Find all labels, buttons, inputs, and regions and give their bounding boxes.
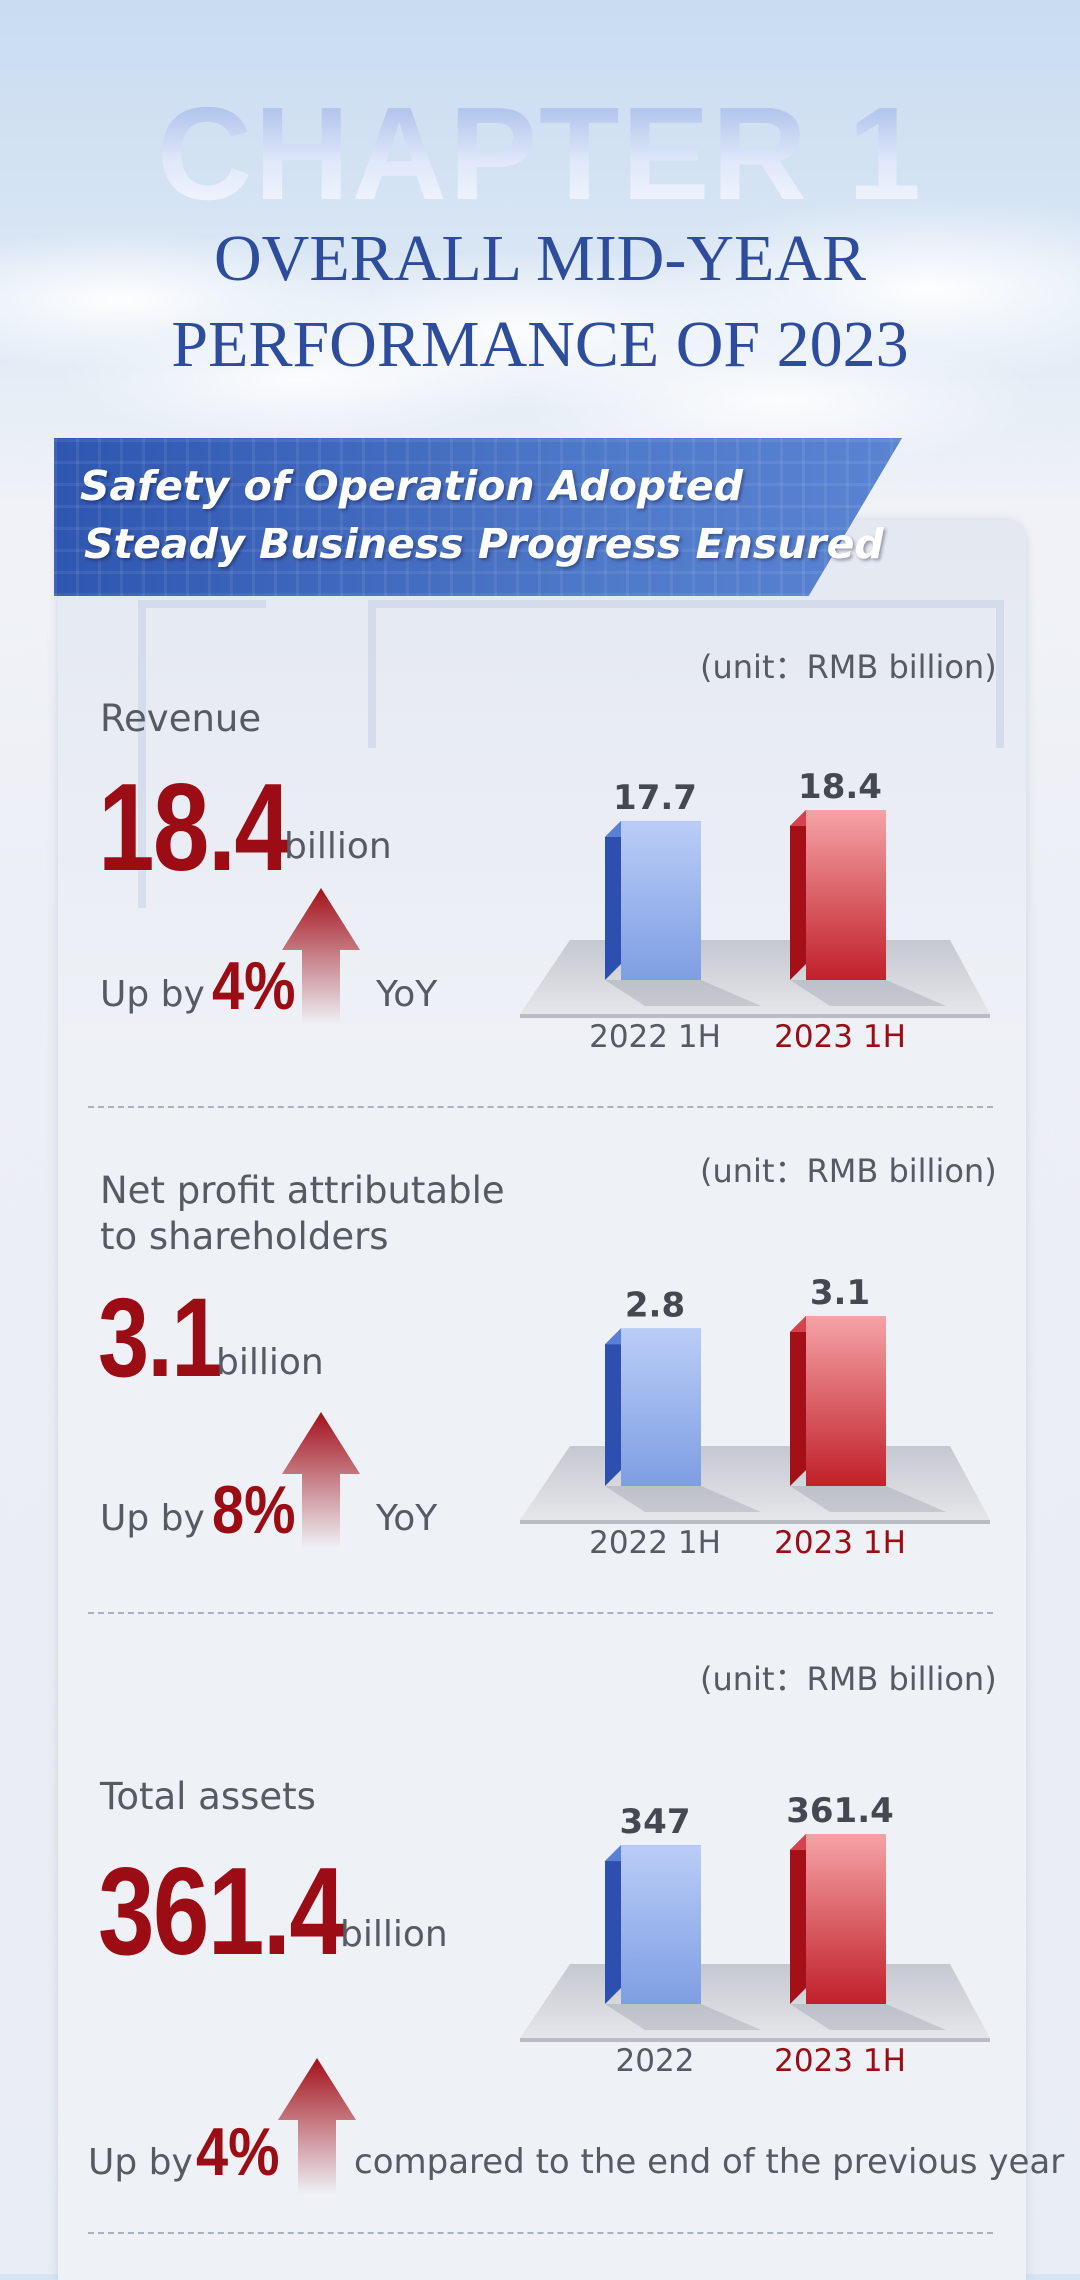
net-profit-bar-chart: 2.8 2022 1H 3.1 2023 1H [520,1273,990,1561]
revenue-bar-chart: 17.7 2022 1H 18.4 2023 1H [520,767,990,1055]
sky-background [0,0,1080,520]
section-divider [88,1106,993,1108]
section-divider [88,2232,993,2234]
bar-value-label: 361.4 [786,1791,894,1831]
change-percent: 4% [196,2114,280,2190]
category-label: 2023 1H [774,1019,906,1055]
metric-label-line-2: to shareholders [100,1215,389,1259]
unit-note: (unit：RMB billion) [700,648,997,686]
metric-label-revenue: Revenue [100,697,262,740]
panel-decoration [368,600,1004,748]
bar-value-label: 17.7 [613,778,697,818]
metric-value-net-profit: 3.1 [98,1275,222,1400]
panel-decoration [138,600,266,908]
bar-side [790,1834,806,2004]
metric-label-total-assets: Total assets [100,1775,316,1818]
bar-2022-1h [621,821,701,980]
bar-shadow [790,1486,946,1512]
chart-platform-edge [520,1520,990,1524]
bar-shadow [605,1486,761,1512]
change-percent: 4% [212,948,296,1024]
metric-value-revenue: 18.4 [98,759,291,897]
change-prefix: Up by [100,1498,205,1539]
bar-2022 [621,1845,701,2004]
section-divider [88,1612,993,1614]
change-prefix: Up by [88,2142,193,2183]
banner-pattern [54,438,902,596]
unit-note: (unit：RMB billion) [700,1152,997,1190]
bar-2022-1h [621,1328,701,1486]
bar-side [605,1328,621,1486]
chapter-heading: CHAPTER 1 [0,88,1080,220]
category-label: 2022 1H [589,1019,721,1055]
bar-shadow [605,980,761,1006]
bar-value-label: 347 [620,1802,691,1842]
bar-value-label: 3.1 [810,1273,870,1313]
up-arrow-icon [282,888,360,1024]
bar-side [605,821,621,980]
up-arrow-icon [282,1412,360,1548]
title-line-2: PERFORMANCE OF 2023 [171,308,909,381]
bar-side [790,810,806,980]
category-label: 2023 1H [774,2043,906,2079]
metric-unit: billion [284,826,392,867]
banner [54,438,902,596]
bar-2023-1h [806,1316,886,1486]
total-assets-bar-chart: 347 2022 361.4 2023 1H [520,1791,990,2079]
banner-line-1: Safety of Operation Adopted [80,462,743,510]
bar-shadow [605,2004,761,2030]
bar-shadow [790,980,946,1006]
chart-platform-edge [520,1014,990,1018]
banner-line-2: Steady Business Progress Ensured [84,520,884,568]
metric-unit: billion [216,1342,324,1383]
chart-platform-edge [520,2038,990,2042]
bar-side [790,1316,806,1486]
category-label: 2022 [616,2043,695,2079]
title-line-1: OVERALL MID-YEAR [214,222,866,295]
change-suffix: YoY [376,974,438,1015]
bar-2023-1h [806,1834,886,2004]
metric-label-net-profit: Net profit attributable to shareholders [100,1168,505,1261]
unit-note: (unit：RMB billion) [700,1660,997,1698]
metric-unit: billion [340,1914,448,1955]
change-suffix: compared to the end of the previous year [354,2142,1065,2182]
metric-value-total-assets: 361.4 [98,1843,346,1981]
change-prefix: Up by [100,974,205,1015]
metric-label-line-1: Net profit attributable [100,1169,505,1212]
category-label: 2022 1H [589,1525,721,1561]
bar-shadow [790,2004,946,2030]
bar-2023-1h [806,810,886,980]
change-percent: 8% [212,1472,296,1548]
change-suffix: YoY [376,1498,438,1539]
bar-value-label: 2.8 [625,1285,685,1325]
bar-side [605,1845,621,2004]
bar-value-label: 18.4 [798,767,882,807]
category-label: 2023 1H [774,1525,906,1561]
up-arrow-icon [278,2058,356,2194]
